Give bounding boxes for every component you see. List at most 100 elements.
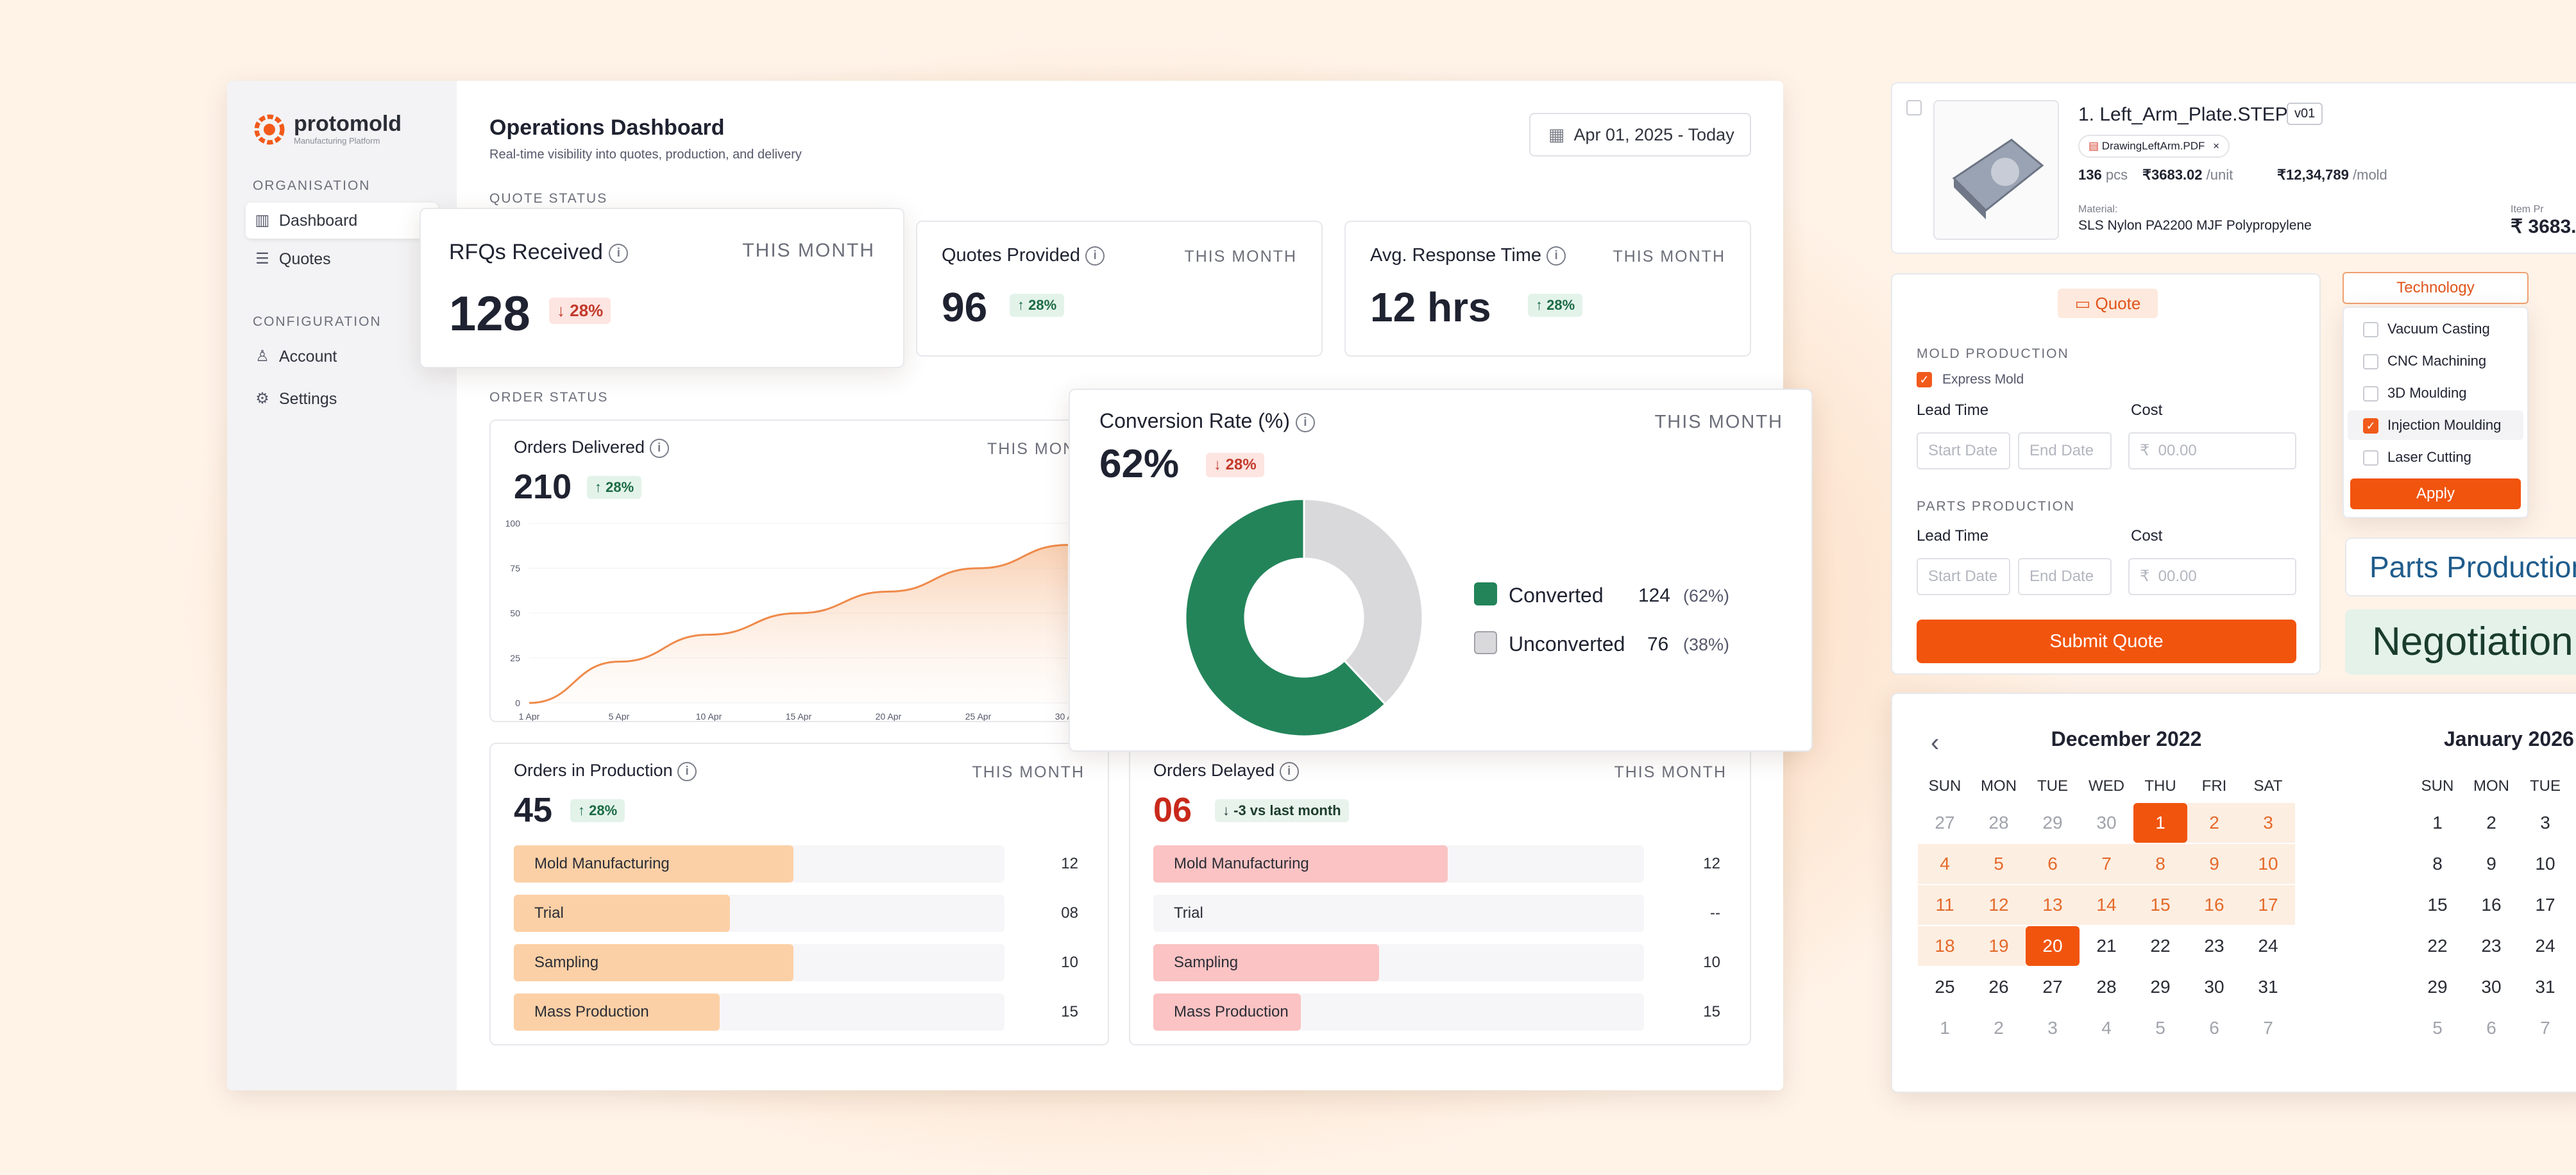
calendar-day[interactable]: 20 <box>2026 926 2080 966</box>
submit-quote-button[interactable]: Submit Quote <box>1917 620 2296 663</box>
calendar-day[interactable]: 16 <box>2187 885 2241 925</box>
calendar-day[interactable]: 29 <box>2427 977 2448 997</box>
calendar-day[interactable]: 15 <box>2133 885 2187 925</box>
calendar-day[interactable]: 31 <box>2535 977 2555 997</box>
calendar-day[interactable]: 3 <box>2540 813 2550 833</box>
calendar-day[interactable]: 18 <box>1918 926 1972 966</box>
quotes-provided-card[interactable]: Quotes Provided i THIS MONTH 96 ↑ 28% <box>916 221 1323 357</box>
express-mold-checkbox[interactable]: ✓ <box>1917 372 1932 388</box>
calendar-day[interactable]: 22 <box>2427 936 2448 956</box>
calendar-day[interactable]: 8 <box>2432 854 2443 874</box>
calendar-day[interactable]: 24 <box>2258 936 2278 956</box>
calendar-day[interactable]: 1 <box>2133 803 2187 843</box>
attachment-chip[interactable]: ▤ DrawingLeftArm.PDF × <box>2078 135 2230 158</box>
calendar-day[interactable]: 15 <box>2427 895 2448 915</box>
technology-option-injection-moulding[interactable]: ✓ Injection Moulding <box>2348 410 2523 440</box>
parts-cost-input[interactable]: ₹ 00.00 <box>2128 558 2296 595</box>
technology-option-vacuum-casting[interactable]: Vacuum Casting <box>2348 314 2523 344</box>
express-mold-option[interactable]: ✓ Express Mold <box>1917 372 2024 388</box>
calendar-day[interactable]: 9 <box>2486 854 2496 874</box>
sidebar-item-settings[interactable]: ⚙ Settings <box>246 381 438 417</box>
mold-end-date-input[interactable]: End Date <box>2018 432 2112 469</box>
apply-button[interactable]: Apply <box>2350 478 2521 509</box>
technology-checkbox[interactable] <box>2363 354 2378 370</box>
calendar-day[interactable]: 13 <box>2026 885 2080 925</box>
calendar-day[interactable]: 25 <box>1935 977 1955 997</box>
calendar-day[interactable]: 5 <box>1972 844 2026 884</box>
tab-quote[interactable]: ▭ Quote <box>2058 289 2158 318</box>
calendar-day[interactable]: 17 <box>2535 895 2555 915</box>
calendar-day[interactable]: 23 <box>2481 936 2502 956</box>
calendar-day[interactable]: 28 <box>2096 977 2117 997</box>
orders-delayed-card[interactable]: Orders Delayed i THIS MONTH 06 ↓ -3 vs l… <box>1129 743 1751 1045</box>
technology-checkbox[interactable] <box>2363 450 2378 466</box>
calendar-day[interactable]: 7 <box>2263 1018 2273 1038</box>
calendar-day[interactable]: 1 <box>2432 813 2443 833</box>
calendar-day[interactable]: 29 <box>2042 813 2063 833</box>
calendar-day[interactable]: 29 <box>2150 977 2171 997</box>
close-icon[interactable]: × <box>2213 140 2220 152</box>
calendar-day[interactable]: 24 <box>2535 936 2555 956</box>
mold-cost-input[interactable]: ₹ 00.00 <box>2128 432 2296 469</box>
calendar-day[interactable]: 1 <box>2572 967 2576 1007</box>
sidebar-item-quotes[interactable]: ☰ Quotes <box>246 241 438 277</box>
calendar-day[interactable]: 4 <box>2572 803 2576 843</box>
calendar-day[interactable]: 5 <box>2155 1018 2165 1038</box>
calendar-day[interactable]: 10 <box>2535 854 2555 874</box>
calendar-day[interactable]: 30 <box>2481 977 2502 997</box>
calendar-day[interactable]: 25 <box>2572 926 2576 966</box>
calendar-day[interactable]: 19 <box>1972 926 2026 966</box>
avg-response-card[interactable]: Avg. Response Time i THIS MONTH 12 hrs ↑… <box>1344 221 1751 357</box>
calendar-day[interactable]: 11 <box>1918 885 1972 925</box>
calendar-day[interactable]: 30 <box>2204 977 2224 997</box>
calendar-day[interactable]: 27 <box>2042 977 2063 997</box>
parts-start-date-input[interactable]: Start Date <box>1917 558 2010 595</box>
calendar-day[interactable]: 2 <box>2187 803 2241 843</box>
calendar-day[interactable]: 2 <box>1994 1018 2004 1038</box>
date-range-picker[interactable]: ▦ Apr 01, 2025 - Today <box>1529 113 1751 156</box>
calendar-day[interactable]: 1 <box>1940 1018 1950 1038</box>
calendar-day[interactable]: 5 <box>2432 1018 2443 1038</box>
calendar-day[interactable]: 23 <box>2204 936 2224 956</box>
technology-option-3d-moulding[interactable]: 3D Moulding <box>2348 378 2523 408</box>
calendar-day[interactable]: 4 <box>2101 1018 2112 1038</box>
calendar-day[interactable]: 8 <box>2133 844 2187 884</box>
calendar-day[interactable]: 11 <box>2572 844 2576 884</box>
calendar-day[interactable]: 6 <box>2209 1018 2219 1038</box>
technology-option-laser-cutting[interactable]: Laser Cutting <box>2348 443 2523 472</box>
calendar-day[interactable]: 10 <box>2241 844 2295 884</box>
mold-start-date-input[interactable]: Start Date <box>1917 432 2010 469</box>
brand-logo[interactable] <box>253 113 286 146</box>
calendar-day[interactable]: 28 <box>1988 813 2009 833</box>
orders-production-card[interactable]: Orders in Production i THIS MONTH 45 ↑ 2… <box>489 743 1109 1045</box>
calendar-day[interactable]: 9 <box>2187 844 2241 884</box>
calendar-day[interactable]: 6 <box>2026 844 2080 884</box>
sidebar-item-dashboard[interactable]: ▥ Dashboard <box>246 203 438 239</box>
calendar-day[interactable]: 16 <box>2481 895 2502 915</box>
technology-option-cnc-machining[interactable]: CNC Machining <box>2348 346 2523 376</box>
calendar-day[interactable]: 8 <box>2572 1008 2576 1048</box>
technology-checkbox[interactable]: ✓ <box>2363 418 2378 434</box>
calendar-day[interactable]: 22 <box>2150 936 2171 956</box>
calendar-day[interactable]: 2 <box>2486 813 2496 833</box>
calendar-day[interactable]: 6 <box>2486 1018 2496 1038</box>
calendar-day[interactable]: 4 <box>1918 844 1972 884</box>
calendar-day[interactable]: 3 <box>2241 803 2295 843</box>
calendar-day[interactable]: 12 <box>1972 885 2026 925</box>
calendar-day[interactable]: 21 <box>2096 936 2117 956</box>
conversion-rate-card[interactable]: Conversion Rate (%) i THIS MONTH 62% ↓ 2… <box>1069 389 1813 752</box>
calendar-day[interactable]: 3 <box>2047 1018 2058 1038</box>
part-select-checkbox[interactable] <box>1906 100 1922 115</box>
calendar-day[interactable]: 31 <box>2258 977 2278 997</box>
calendar-day[interactable]: 7 <box>2540 1018 2550 1038</box>
part-card[interactable]: 1. Left_Arm_Plate.STEP v01 ▤ DrawingLeft… <box>1891 82 2576 254</box>
part-name[interactable]: 1. Left_Arm_Plate.STEP <box>2078 104 2288 125</box>
orders-delivered-card[interactable]: Orders Delivered i THIS MONTH 210 ↑ 28% … <box>489 419 1118 722</box>
calendar-day[interactable]: 27 <box>1935 813 1955 833</box>
calendar-day[interactable]: 14 <box>2080 885 2133 925</box>
calendar-day[interactable]: 18 <box>2572 885 2576 925</box>
technology-checkbox[interactable] <box>2363 322 2378 338</box>
technology-checkbox[interactable] <box>2363 386 2378 402</box>
calendar-day[interactable]: 26 <box>1988 977 2009 997</box>
technology-dropdown[interactable]: Technology <box>2343 272 2529 304</box>
